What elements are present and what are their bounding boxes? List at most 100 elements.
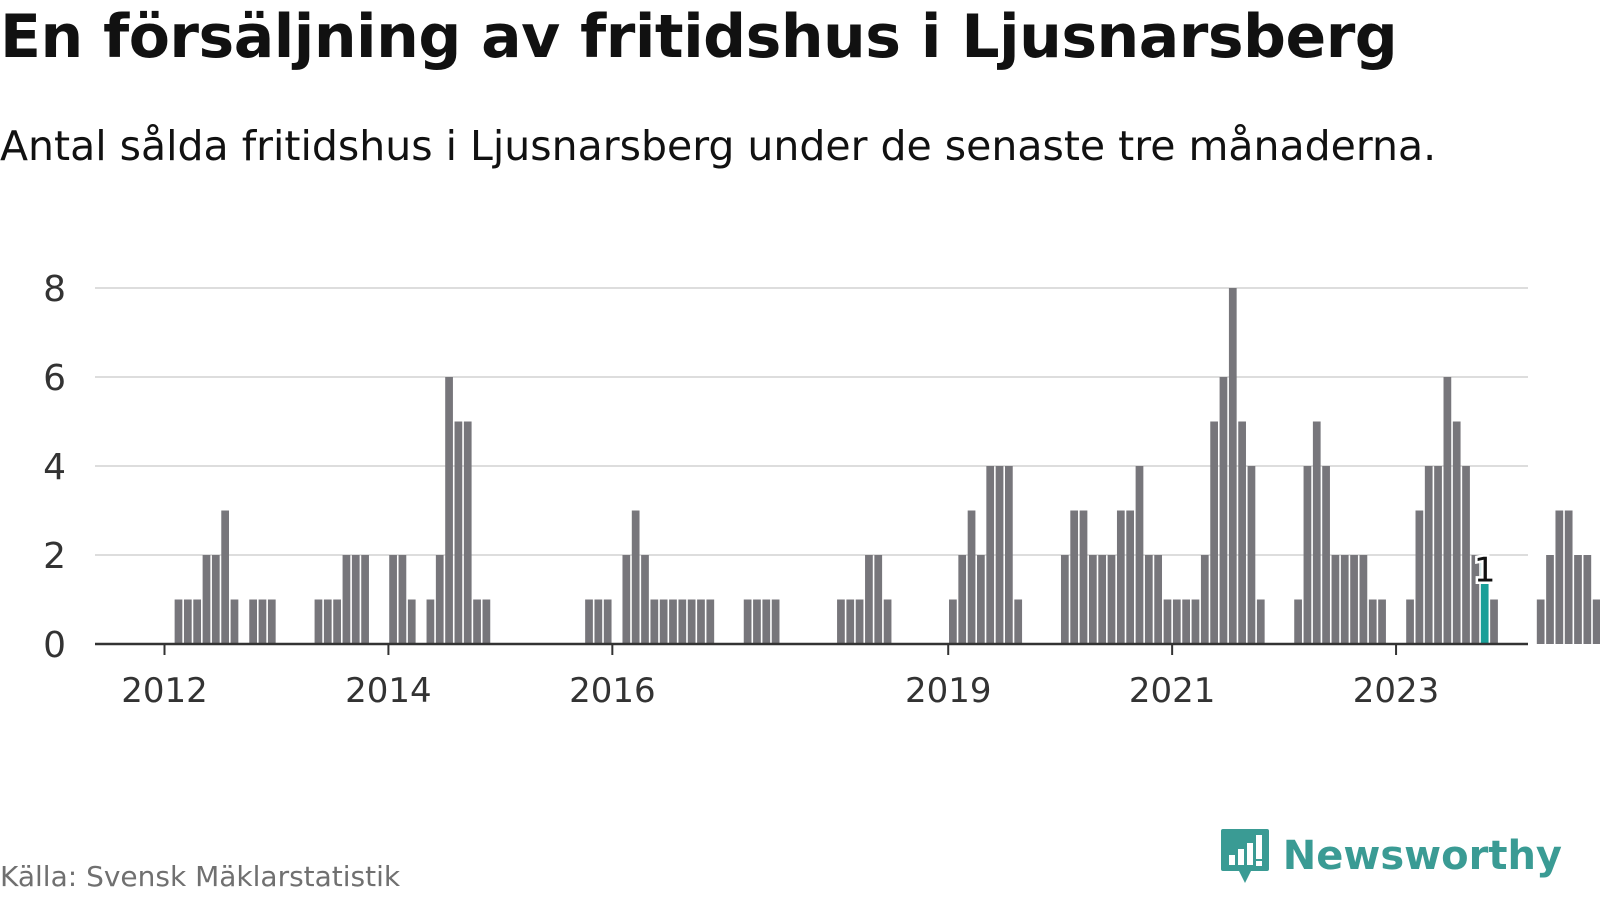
bar <box>1378 599 1386 644</box>
bar <box>1490 599 1498 644</box>
bar <box>1462 466 1470 644</box>
bar <box>855 599 864 644</box>
bar <box>398 555 407 644</box>
bar <box>267 599 276 644</box>
y-tick-label: 4 <box>43 447 66 488</box>
x-tick-label: 2019 <box>905 671 992 710</box>
bar <box>1359 555 1368 644</box>
chart-title: En försäljning av fritidshus i Ljusnarsb… <box>0 2 1398 72</box>
bar <box>249 599 257 644</box>
x-tick-label: 2023 <box>1353 671 1440 710</box>
bar <box>967 510 976 644</box>
source-note: Källa: Svensk Mäklarstatistik <box>0 860 401 893</box>
bar <box>1154 555 1163 644</box>
highlight-data-label: 1 <box>1474 551 1496 591</box>
bar <box>1322 466 1330 644</box>
bar <box>1088 555 1097 644</box>
bar <box>743 599 752 644</box>
bar <box>1116 510 1125 644</box>
y-tick-label: 8 <box>43 269 66 310</box>
highlight-bar <box>1480 555 1489 644</box>
bar <box>1247 466 1256 644</box>
bar <box>1583 555 1592 644</box>
bar <box>958 555 967 644</box>
bar <box>1228 288 1237 644</box>
bar <box>678 599 687 644</box>
x-tick-label: 2014 <box>345 671 432 710</box>
bar <box>1191 599 1200 644</box>
bar <box>1256 599 1265 644</box>
bar <box>445 377 453 644</box>
bar <box>426 599 435 644</box>
bar <box>389 555 397 644</box>
bar <box>1555 510 1564 644</box>
chart-subtitle: Antal sålda fritidshus i Ljusnarsberg un… <box>0 122 1437 170</box>
bar <box>874 555 883 644</box>
bar <box>314 599 323 644</box>
bar <box>650 599 659 644</box>
bar <box>1443 377 1452 644</box>
bar <box>1471 555 1480 644</box>
bar <box>1546 555 1554 644</box>
x-tick-label: 2012 <box>121 671 208 710</box>
bar <box>1331 555 1340 644</box>
bar <box>1368 599 1377 644</box>
bar <box>1574 555 1582 644</box>
bar <box>669 599 677 644</box>
bar <box>202 555 211 644</box>
bar <box>1424 466 1433 644</box>
bar <box>1014 599 1023 644</box>
bar <box>221 510 230 644</box>
bar <box>1126 510 1135 644</box>
bar <box>1564 510 1573 644</box>
bar <box>697 599 705 644</box>
bar <box>435 555 444 644</box>
bar <box>977 555 985 644</box>
bar <box>753 599 761 644</box>
bar <box>603 599 612 644</box>
bar <box>193 599 202 644</box>
bar <box>463 421 472 644</box>
bar <box>1098 555 1107 644</box>
bar <box>183 599 192 644</box>
brand-logo: Newsworthy <box>1219 826 1562 886</box>
bar <box>641 555 649 644</box>
x-tick-label: 2016 <box>569 671 656 710</box>
bar <box>1219 377 1228 644</box>
bar <box>407 599 416 644</box>
bar <box>594 599 603 644</box>
bar <box>351 555 360 644</box>
bar <box>1005 466 1013 644</box>
brand-name: Newsworthy <box>1282 833 1562 879</box>
bar <box>659 599 668 644</box>
bar <box>1340 555 1349 644</box>
bar <box>771 599 780 644</box>
bar <box>211 555 220 644</box>
bar <box>333 599 341 644</box>
bar <box>1238 421 1246 644</box>
y-tick-label: 6 <box>43 358 66 399</box>
bar <box>1060 555 1069 644</box>
bar <box>1079 510 1088 644</box>
bar <box>342 555 351 644</box>
bar <box>1415 510 1424 644</box>
bar <box>1350 555 1358 644</box>
bar <box>1210 421 1218 644</box>
bar-chart: 0 2 4 6 8 2012 2014 2016 2019 2021 2023 1 <box>43 269 1600 710</box>
y-tick-label: 2 <box>43 536 66 577</box>
bar <box>1135 466 1144 644</box>
bar <box>1303 466 1312 644</box>
newsworthy-logo-icon <box>1220 829 1269 883</box>
bar <box>1163 599 1172 644</box>
bar <box>174 599 183 644</box>
bar <box>1200 555 1209 644</box>
bar <box>883 599 892 644</box>
bar <box>1107 555 1116 644</box>
bar <box>323 599 332 644</box>
bar <box>1312 421 1321 644</box>
bar <box>837 599 845 644</box>
bar <box>258 599 267 644</box>
bar <box>454 421 463 644</box>
bar <box>1144 555 1153 644</box>
bar <box>949 599 957 644</box>
